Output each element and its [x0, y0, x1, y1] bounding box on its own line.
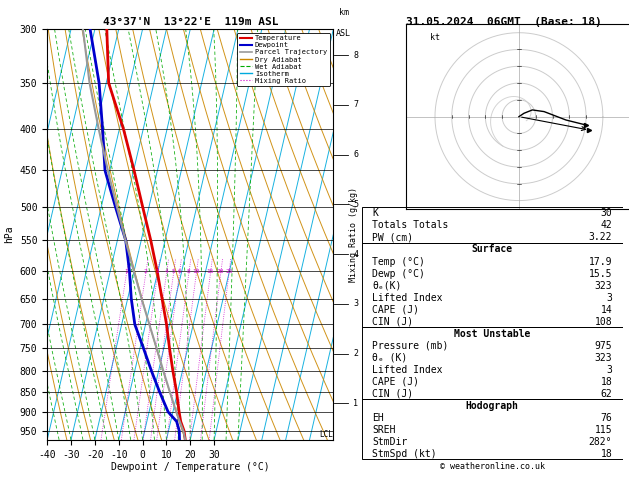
- Text: 62: 62: [601, 389, 612, 399]
- Text: 31.05.2024  06GMT  (Base: 18): 31.05.2024 06GMT (Base: 18): [406, 17, 601, 27]
- Text: 282°: 282°: [589, 437, 612, 447]
- Text: 5: 5: [172, 269, 175, 274]
- Text: θₑ(K): θₑ(K): [372, 280, 401, 291]
- Text: 1: 1: [125, 269, 128, 274]
- Bar: [362, 399, 623, 459]
- Text: Totals Totals: Totals Totals: [372, 220, 448, 230]
- Text: ASL: ASL: [336, 29, 351, 38]
- Text: kt: kt: [430, 33, 440, 42]
- Text: 14: 14: [601, 305, 612, 314]
- Text: 3: 3: [606, 365, 612, 375]
- Legend: Temperature, Dewpoint, Parcel Trajectory, Dry Adiabat, Wet Adiabat, Isotherm, Mi: Temperature, Dewpoint, Parcel Trajectory…: [237, 33, 330, 87]
- Text: StmDir: StmDir: [372, 437, 408, 447]
- Text: 42: 42: [601, 220, 612, 230]
- Text: 18: 18: [601, 377, 612, 387]
- Text: 5: 5: [353, 200, 358, 209]
- Text: K: K: [372, 208, 378, 218]
- Text: 20: 20: [217, 269, 225, 274]
- Text: CIN (J): CIN (J): [372, 389, 413, 399]
- Text: 108: 108: [594, 317, 612, 327]
- Text: 3: 3: [156, 269, 160, 274]
- Text: 3.22: 3.22: [589, 232, 612, 243]
- Text: 6: 6: [353, 150, 358, 159]
- Text: SREH: SREH: [372, 425, 396, 435]
- Text: 15.5: 15.5: [589, 269, 612, 278]
- Text: Surface: Surface: [472, 244, 513, 255]
- Text: Dewp (°C): Dewp (°C): [372, 269, 425, 278]
- Text: LCL: LCL: [319, 430, 333, 439]
- Text: 2: 2: [353, 349, 358, 358]
- Text: 975: 975: [594, 341, 612, 351]
- Text: StmSpd (kt): StmSpd (kt): [372, 449, 437, 459]
- X-axis label: Dewpoint / Temperature (°C): Dewpoint / Temperature (°C): [111, 462, 270, 472]
- Bar: [362, 207, 623, 243]
- Text: 15: 15: [207, 269, 214, 274]
- Text: CAPE (J): CAPE (J): [372, 377, 419, 387]
- Text: 18: 18: [601, 449, 612, 459]
- Text: © weatheronline.co.uk: © weatheronline.co.uk: [440, 462, 545, 471]
- Bar: [362, 243, 623, 327]
- Text: 25: 25: [225, 269, 233, 274]
- Text: 30: 30: [601, 208, 612, 218]
- Text: CAPE (J): CAPE (J): [372, 305, 419, 314]
- Text: PW (cm): PW (cm): [372, 232, 413, 243]
- Text: 4: 4: [165, 269, 169, 274]
- Text: Hodograph: Hodograph: [465, 401, 519, 411]
- Text: 323: 323: [594, 280, 612, 291]
- Text: 115: 115: [594, 425, 612, 435]
- Text: 10: 10: [192, 269, 200, 274]
- Text: km: km: [338, 8, 348, 17]
- Text: EH: EH: [372, 413, 384, 423]
- Text: 76: 76: [601, 413, 612, 423]
- Text: Mixing Ratio (g/kg): Mixing Ratio (g/kg): [349, 187, 359, 282]
- Text: 1: 1: [353, 399, 358, 408]
- Y-axis label: hPa: hPa: [4, 226, 14, 243]
- Bar: [362, 327, 623, 399]
- Title: 43°37'N  13°22'E  119m ASL: 43°37'N 13°22'E 119m ASL: [103, 17, 278, 27]
- Text: 2: 2: [144, 269, 148, 274]
- Text: 8: 8: [187, 269, 191, 274]
- Text: θₑ (K): θₑ (K): [372, 353, 408, 363]
- Text: 8: 8: [353, 51, 358, 60]
- Text: 6: 6: [177, 269, 181, 274]
- Text: 3: 3: [353, 299, 358, 309]
- Text: 323: 323: [594, 353, 612, 363]
- Text: Temp (°C): Temp (°C): [372, 257, 425, 266]
- Text: CIN (J): CIN (J): [372, 317, 413, 327]
- Text: 3: 3: [606, 293, 612, 303]
- Text: 4: 4: [353, 250, 358, 259]
- Text: Pressure (mb): Pressure (mb): [372, 341, 448, 351]
- Text: 17.9: 17.9: [589, 257, 612, 266]
- Text: Lifted Index: Lifted Index: [372, 293, 443, 303]
- Text: Lifted Index: Lifted Index: [372, 365, 443, 375]
- Text: 7: 7: [353, 100, 358, 109]
- Text: Most Unstable: Most Unstable: [454, 329, 530, 339]
